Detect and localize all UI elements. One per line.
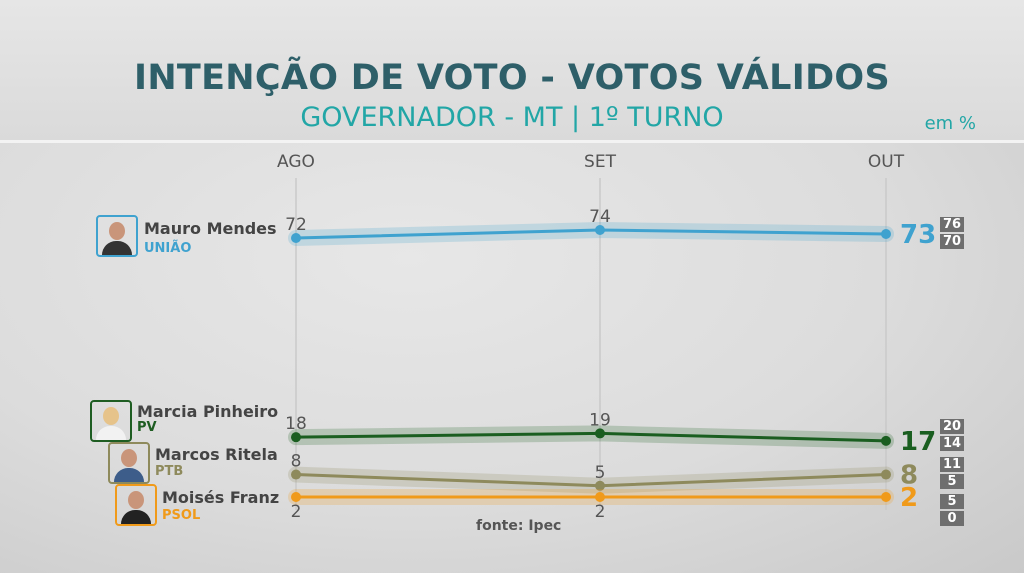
data-point-mauro-mendes (291, 233, 301, 243)
data-point-marcos-ritela (881, 469, 891, 480)
candidate-photo-moises-franz (115, 484, 157, 526)
data-label-marcia-pinheiro: 18 (285, 414, 307, 434)
unit-label: em % (924, 113, 976, 134)
month-label-out: OUT (867, 152, 905, 172)
chart-subtitle: GOVERNADOR - MT | 1º TURNO (300, 102, 724, 133)
data-point-marcia-pinheiro (595, 428, 605, 439)
final-value-marcos-ritela: 8 (900, 461, 918, 491)
data-point-marcia-pinheiro (881, 435, 891, 446)
data-label-marcos-ritela: 8 (291, 452, 302, 472)
range-high: 11 (940, 457, 964, 472)
data-point-mauro-mendes (595, 225, 605, 235)
candidate-photo-marcia-pinheiro (90, 400, 132, 442)
data-label-marcia-pinheiro: 19 (589, 410, 611, 430)
final-value-marcia-pinheiro: 17 (900, 427, 936, 457)
data-label-mauro-mendes: 72 (285, 215, 307, 235)
range-low: 14 (940, 436, 964, 451)
data-label-moises-franz: 2 (595, 502, 606, 522)
month-label-set: SET (584, 152, 616, 172)
party-label: PV (137, 420, 157, 435)
data-label-mauro-mendes: 74 (589, 207, 611, 227)
range-low: 70 (940, 234, 964, 249)
data-point-moises-franz (595, 492, 605, 502)
candidate-name: Marcia Pinheiro (137, 402, 279, 421)
data-point-marcos-ritela (291, 469, 301, 480)
candidate-name: Moisés Franz (162, 488, 280, 507)
data-point-marcia-pinheiro (291, 432, 301, 443)
data-label-moises-franz: 2 (291, 502, 302, 522)
source-label: fonte: Ipec (476, 518, 562, 534)
candidate-name: Marcos Ritela (155, 445, 278, 464)
candidate-photo-mauro-mendes (96, 215, 138, 257)
range-low: 5 (940, 474, 964, 489)
range-high: 20 (940, 419, 964, 434)
data-point-moises-franz (291, 492, 301, 502)
range-high: 5 (940, 494, 964, 509)
month-label-ago: AGO (277, 152, 315, 172)
candidate-photo-marcos-ritela (108, 442, 150, 484)
candidate-name: Mauro Mendes (144, 219, 277, 238)
header-band (0, 0, 1024, 142)
data-point-marcos-ritela (595, 480, 605, 491)
final-value-mauro-mendes: 73 (900, 220, 936, 250)
data-label-marcos-ritela: 5 (595, 463, 606, 483)
party-label: UNIÃO (144, 241, 192, 256)
range-high: 76 (940, 217, 964, 232)
range-low: 0 (940, 511, 964, 526)
header-divider (0, 140, 1024, 143)
final-value-moises-franz: 2 (900, 483, 918, 513)
data-point-moises-franz (881, 492, 891, 502)
data-point-mauro-mendes (881, 229, 891, 239)
party-label: PTB (155, 464, 184, 479)
party-label: PSOL (162, 508, 201, 523)
chart-title: INTENÇÃO DE VOTO - VOTOS VÁLIDOS (134, 58, 890, 98)
